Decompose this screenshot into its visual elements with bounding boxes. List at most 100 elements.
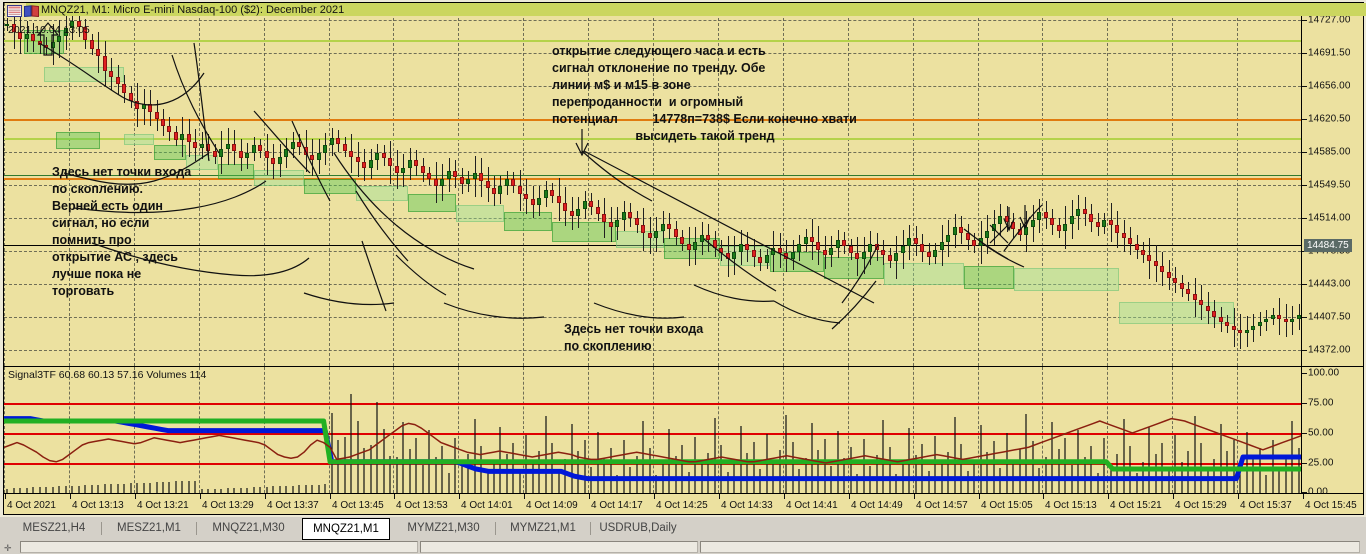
- candle-body: [880, 249, 886, 256]
- candle-body: [906, 238, 912, 246]
- candle-body: [179, 134, 185, 140]
- chart-tabs[interactable]: MESZ21,H4 MESZ21,M1 MNQZ21,M30 MNQZ21,M1 MYM…: [0, 518, 1366, 540]
- candle-body: [699, 234, 705, 243]
- grid-line-vertical: [393, 3, 394, 366]
- grid-line-vertical: [1237, 3, 1238, 366]
- price-tick-mark: [1302, 218, 1307, 219]
- grid-line-vertical: [523, 3, 524, 366]
- price-tick-mark: [1302, 284, 1307, 286]
- candle-body: [166, 125, 172, 133]
- candle-body: [192, 141, 198, 149]
- grid-line-vertical: [1172, 3, 1173, 366]
- grid-line-vertical: [718, 367, 719, 493]
- grid-line-vertical: [1172, 367, 1173, 493]
- price-plot-area[interactable]: открытие следующего часа и есть сигнал о…: [4, 3, 1301, 366]
- note-top: открытие следующего часа и есть сигнал о…: [552, 44, 857, 143]
- candle-body: [1134, 244, 1140, 250]
- time-tick-label: 4 Oct 14:25: [656, 500, 708, 511]
- candle-body: [770, 247, 776, 256]
- tab-mnqz21-m30[interactable]: MNQZ21,M30: [212, 522, 285, 534]
- candle-body: [4, 24, 10, 27]
- price-tick-label: 14656.00: [1308, 80, 1351, 92]
- grid-line-vertical: [4, 367, 5, 493]
- volume-zone-rect: [218, 164, 254, 179]
- candle-body: [485, 180, 491, 189]
- candle-body: [387, 158, 393, 166]
- indicator-pane[interactable]: Signal3TF 60.68 60.13 57.16 Volumes 114 …: [3, 366, 1364, 498]
- candle-body: [426, 173, 432, 179]
- tab-mnqz21-m1[interactable]: MNQZ21,M1: [302, 518, 390, 540]
- price-level-line: [4, 137, 1301, 140]
- volume-zone-rect: [1014, 268, 1119, 291]
- candle-body: [640, 225, 646, 233]
- candle-body: [89, 40, 95, 49]
- price-tick-label: 14549.50: [1308, 179, 1351, 191]
- candle-body: [1224, 322, 1230, 326]
- candle-body: [368, 160, 374, 168]
- indicator-scale[interactable]: 100.00 75.00 50.00 25.00 0.00: [1301, 367, 1363, 498]
- indicator-tick-label: 75.00: [1308, 397, 1334, 409]
- tab-separator: [590, 522, 591, 535]
- grid-line-vertical: [1237, 367, 1238, 493]
- candle-body: [1010, 221, 1016, 230]
- candle-body: [128, 93, 134, 101]
- candle-body: [1166, 271, 1172, 278]
- candle-body: [653, 231, 659, 239]
- candle-body: [1250, 325, 1256, 330]
- candle-body: [867, 244, 873, 252]
- tab-mesz21-m1[interactable]: MESZ21,M1: [117, 522, 181, 534]
- price-level-line: [4, 118, 1301, 121]
- grid-line-vertical: [978, 3, 979, 366]
- resize-grip-icon[interactable]: ✛: [4, 543, 12, 553]
- indicator-tick-mark: [1302, 433, 1307, 434]
- indicator-title: Signal3TF 60.68 60.13 57.16 Volumes 114: [8, 369, 207, 381]
- price-tick-mark: [1302, 19, 1307, 21]
- candle-body: [601, 214, 607, 222]
- candle-body: [660, 223, 666, 232]
- candle-body: [926, 251, 932, 258]
- tab-mesz21-h4[interactable]: MESZ21,H4: [22, 522, 86, 534]
- candle-body: [777, 247, 783, 254]
- candle-body: [238, 150, 244, 159]
- candle-body: [608, 221, 614, 228]
- tab-usdrub-daily[interactable]: USDRUB,Daily: [599, 522, 677, 534]
- candle-body: [1270, 314, 1276, 319]
- time-tick-label: 4 Oct 15:05: [981, 500, 1033, 511]
- candle-body: [835, 240, 841, 248]
- time-axis[interactable]: 4 Oct 2021 4 Oct 13:13 4 Oct 13:21 4 Oct 13…: [3, 494, 1364, 515]
- grid-line-horizontal: [4, 85, 1301, 87]
- indicator-tick-mark: [1302, 373, 1307, 374]
- candle-body: [549, 190, 555, 196]
- indicator-plot-area[interactable]: [4, 367, 1301, 493]
- price-tick-mark: [1302, 85, 1307, 87]
- tab-mymz21-m1[interactable]: MYMZ21,M1: [510, 522, 576, 534]
- tab-mymz21-m30[interactable]: MYMZ21,M30: [407, 522, 480, 534]
- candle-body: [264, 150, 270, 159]
- candle-body: [348, 150, 354, 157]
- candle-body: [1082, 208, 1088, 215]
- candle-body: [1263, 318, 1269, 323]
- candle-body: [1172, 277, 1178, 284]
- grid-line-vertical: [978, 367, 979, 493]
- candle-body: [439, 178, 445, 187]
- candle-body: [134, 100, 140, 110]
- time-tick-mark: [719, 494, 720, 499]
- grid-line-horizontal: [4, 52, 1301, 54]
- price-scale[interactable]: 14727.00 14691.50 14656.00 14620.50 14585.00…: [1301, 3, 1363, 366]
- price-chart-pane[interactable]: MNQZ21, M1: Micro E-mini Nasdaq-100 ($2)…: [3, 2, 1366, 367]
- tab-separator: [101, 522, 102, 535]
- grid-line-horizontal: [4, 19, 1301, 21]
- candle-body: [1075, 208, 1081, 217]
- book-icon[interactable]: [24, 4, 39, 18]
- indicator-level-line: [4, 433, 1301, 435]
- candle-body: [154, 111, 160, 120]
- time-tick-label: 4 Oct 13:21: [137, 500, 189, 511]
- candle-body: [37, 41, 43, 45]
- candle-body: [322, 145, 328, 153]
- candle-body: [335, 137, 341, 144]
- time-tick-mark: [849, 494, 850, 499]
- data-window-icon[interactable]: [7, 4, 22, 17]
- candle-body: [1069, 216, 1075, 224]
- tab-separator: [495, 522, 496, 535]
- candle-body: [809, 236, 815, 243]
